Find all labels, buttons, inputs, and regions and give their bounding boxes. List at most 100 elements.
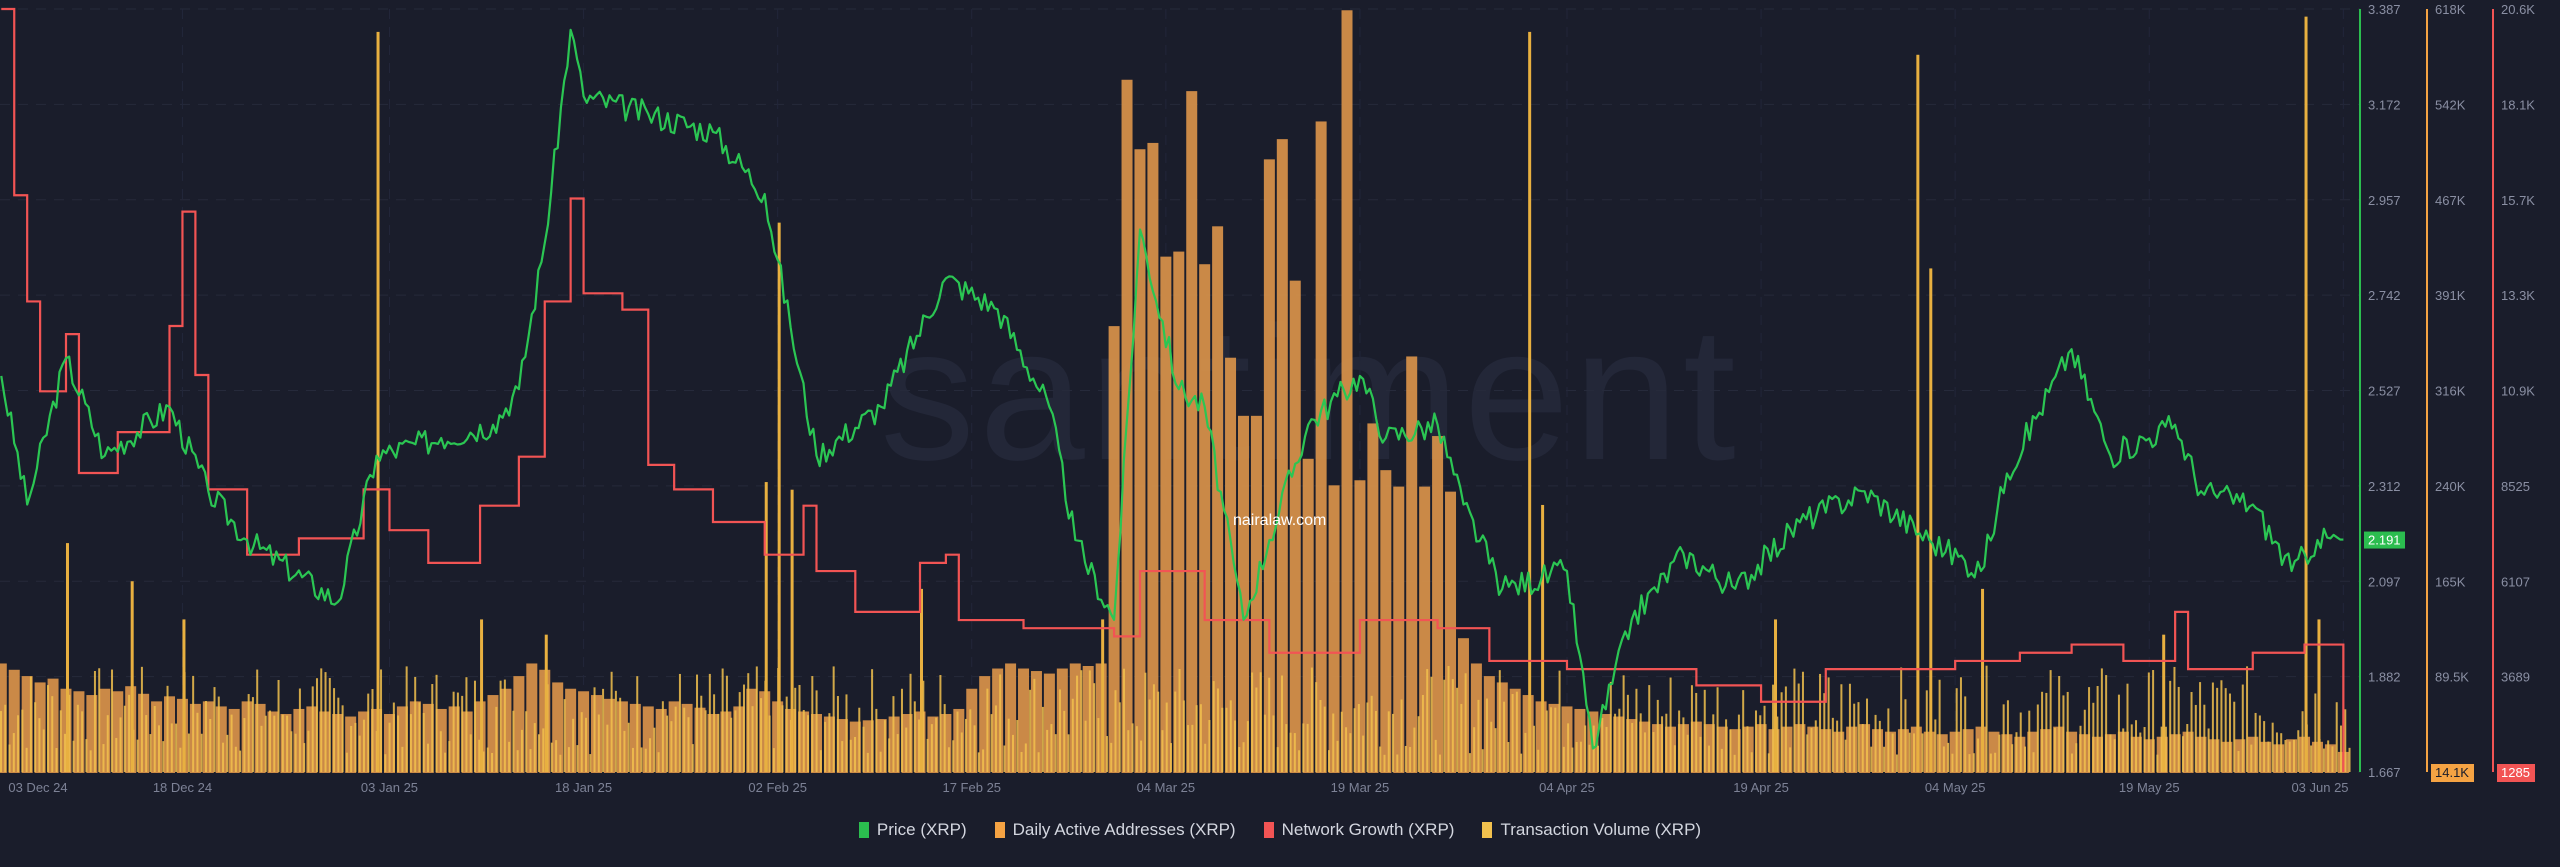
price-axis-tick-label: 2.312 <box>2368 479 2401 494</box>
tx-volume-bar <box>119 717 122 772</box>
tx-volume-bar <box>1234 720 1237 772</box>
tx-volume-bar <box>1767 753 1770 772</box>
tx-volume-bar <box>845 694 848 772</box>
legend-item-network-growth[interactable]: Network Growth (XRP) <box>1263 820 1454 840</box>
tx-volume-bar <box>1959 677 1962 772</box>
tx-volume-bar <box>742 684 745 772</box>
tx-volume-bar <box>755 666 758 772</box>
daa-bar <box>241 701 253 773</box>
tx-volume-bar <box>947 747 950 772</box>
tx-volume-bar <box>555 740 558 772</box>
tx-volume-bar <box>153 705 156 772</box>
tx-volume-bar <box>1690 685 1693 772</box>
tx-volume-bar <box>969 709 972 772</box>
tx-volume-bar <box>1127 730 1130 772</box>
daa-bar <box>1263 159 1275 773</box>
tx-volume-bar <box>1225 707 1228 772</box>
tx-volume-bar <box>315 678 318 772</box>
tx-volume-bar <box>1823 693 1826 772</box>
tx-volume-bar <box>1763 705 1766 772</box>
tx-volume-bar <box>1037 752 1040 772</box>
tx-volume-bar <box>1430 676 1433 772</box>
tx-volume-bar <box>2220 680 2223 772</box>
tx-volume-bar <box>1135 726 1138 772</box>
tx-volume-bar <box>17 715 20 772</box>
tx-volume-bar <box>2348 747 2351 772</box>
tx-volume-bar <box>2327 740 2330 772</box>
daa-bar <box>1393 486 1405 773</box>
tx-volume-bar <box>1622 675 1625 772</box>
tx-volume-bar <box>1379 746 1382 772</box>
tx-volume-bar <box>1584 725 1587 772</box>
tx-volume-bar <box>751 706 754 772</box>
tx-volume-bar <box>960 732 963 772</box>
tx-volume-bar <box>2011 744 2014 772</box>
tx-volume-bar <box>1080 670 1083 772</box>
tx-volume-bar <box>674 706 677 772</box>
tx-volume-bar <box>1784 686 1787 772</box>
daa-bar <box>875 719 887 773</box>
tx-volume-bar <box>631 747 634 772</box>
daa-bar <box>1043 673 1055 773</box>
price-axis-tick-label: 2.957 <box>2368 193 2401 208</box>
tx-volume-bar <box>559 754 562 772</box>
tx-volume-bar <box>832 666 835 772</box>
legend-item-price[interactable]: Price (XRP) <box>858 820 967 840</box>
tx-volume-bar <box>422 712 425 772</box>
tx-volume-bar <box>1242 742 1245 772</box>
tx-volume-bar <box>2088 687 2091 772</box>
tx-volume-bar <box>1421 694 1424 772</box>
tx-volume-bar <box>977 752 980 772</box>
tx-volume-spike <box>2162 634 2166 772</box>
tx-volume-bar <box>657 752 660 772</box>
tx-volume-bar <box>1652 732 1655 772</box>
price-axis-tick-label: 1.882 <box>2368 670 2401 685</box>
daa-bar <box>1807 726 1819 773</box>
tx-volume-bar <box>849 739 852 772</box>
tx-volume-bar <box>2015 732 2018 772</box>
tx-volume-bar <box>2117 694 2120 772</box>
tx-volume-bar <box>678 673 681 772</box>
legend-item-daa[interactable]: Daily Active Addresses (XRP) <box>994 820 1236 840</box>
tx-volume-spike <box>2317 619 2321 772</box>
tx-volume-bar <box>1204 743 1207 772</box>
tx-volume-bar <box>2181 736 2184 772</box>
tx-volume-bar <box>4 704 7 772</box>
tx-volume-bar <box>1345 727 1348 772</box>
tx-volume-bar <box>264 715 267 772</box>
tx-volume-bar <box>1319 699 1322 772</box>
tx-volume-bar <box>990 714 993 772</box>
tx-volume-bar <box>1635 688 1638 772</box>
tx-volume-bar <box>1537 749 1540 772</box>
tx-volume-bar <box>1831 717 1834 772</box>
tx-volume-bar <box>1524 732 1527 772</box>
tx-volume-bar <box>2164 726 2167 772</box>
tx-volume-bar <box>1665 713 1668 772</box>
tx-volume-bar <box>1310 667 1313 772</box>
tx-volume-bar <box>1985 665 1988 772</box>
tx-volume-bar <box>473 680 476 772</box>
tx-volume-bar <box>2339 725 2342 772</box>
tx-volume-bar <box>59 710 62 772</box>
tx-volume-bar <box>512 710 515 772</box>
tx-volume-bar <box>1041 706 1044 772</box>
daa-bar <box>1872 729 1884 773</box>
tx-volume-bar <box>1571 747 1574 772</box>
tx-volume-bar <box>1426 669 1429 772</box>
tx-volume-spike <box>1541 504 1545 772</box>
tx-volume-bar <box>785 696 788 772</box>
tx-volume-bar <box>1152 684 1155 772</box>
legend-swatch <box>1263 822 1274 838</box>
tx-volume-bar <box>1285 724 1288 772</box>
tx-volume-bar <box>1844 739 1847 772</box>
tx-volume-bar <box>1246 721 1249 772</box>
daa-bar <box>953 708 965 773</box>
daa-bar <box>1199 264 1211 773</box>
legend-item-transaction-volume[interactable]: Transaction Volume (XRP) <box>1482 820 1701 840</box>
tx-volume-bar <box>661 701 664 772</box>
daa-bar <box>1315 121 1327 773</box>
tx-volume-bar <box>1686 734 1689 772</box>
tx-volume-bar <box>42 729 45 772</box>
tx-volume-bar <box>768 715 771 772</box>
